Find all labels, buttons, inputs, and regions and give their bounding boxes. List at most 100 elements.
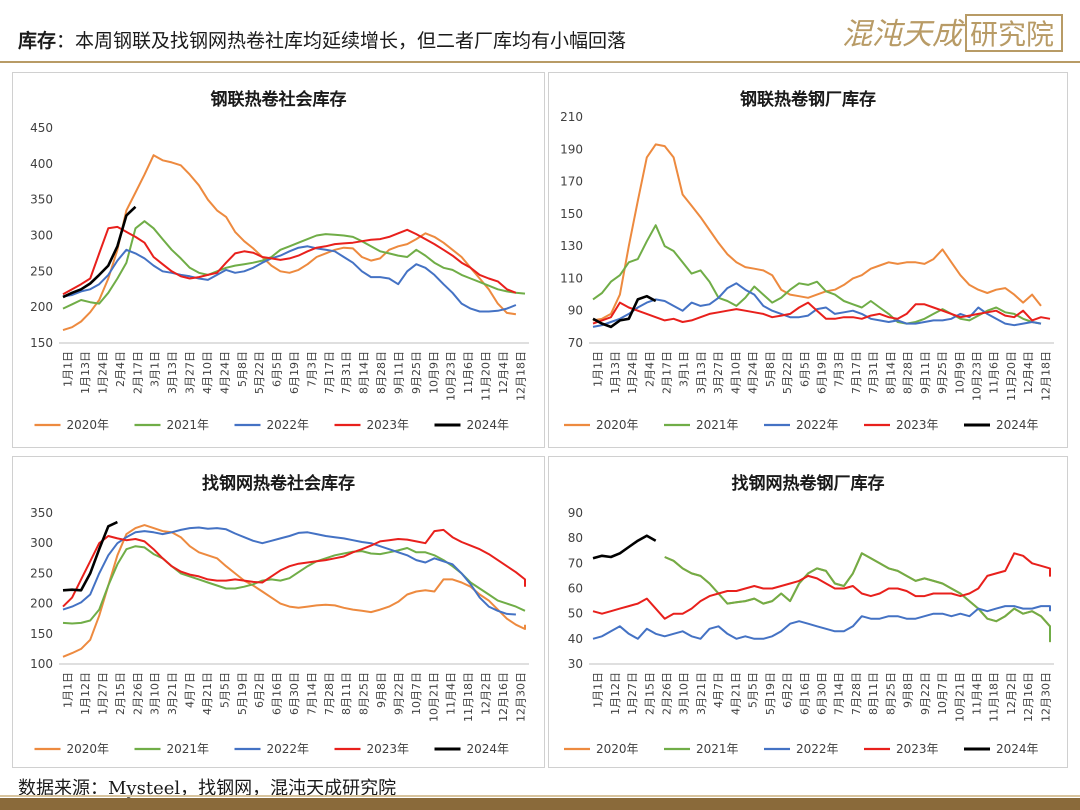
data-source-note: 数据来源：Mysteel，找钢网，混沌天成研究院 (18, 778, 397, 799)
x-tick-label: 1月24日 (97, 351, 110, 394)
y-tick-label: 30 (568, 657, 583, 671)
x-tick-label: 11月6日 (462, 351, 475, 394)
x-tick-label: 8月28日 (375, 351, 388, 394)
legend-label: 2020年 (596, 418, 639, 432)
x-tick-label: 10月21日 (427, 672, 440, 722)
legend-label: 2020年 (67, 418, 110, 432)
x-tick-label: 6月16日 (798, 672, 811, 715)
legend-label: 2024年 (996, 742, 1039, 756)
x-tick-label: 12月2日 (1005, 672, 1018, 715)
chart-title: 钢联热卷社会库存 (211, 89, 347, 110)
y-tick-label: 50 (568, 607, 583, 621)
chart-title: 找钢网热卷钢厂库存 (732, 473, 885, 494)
x-tick-label: 11月18日 (988, 672, 1001, 722)
chart-4: 找钢网热卷钢厂库存 30 40 50 60 70 80 90 1月1日 1月12日 1月27日 2月1… (564, 473, 1054, 756)
x-tick-label: 9月8日 (902, 672, 915, 708)
y-tick-label: 250 (30, 264, 53, 278)
x-tick-label: 6月5日 (798, 351, 811, 387)
y-tick-label: 200 (30, 300, 53, 314)
x-tick-label: 7月17日 (323, 351, 336, 394)
x-tick-label: 10月9日 (427, 351, 440, 394)
x-tick-label: 3月10日 (678, 672, 691, 715)
x-tick-label: 9月11日 (392, 351, 405, 394)
x-tick-label: 5月19日 (236, 672, 249, 715)
x-tick-label: 1月13日 (609, 351, 622, 394)
x-tick-label: 11月18日 (462, 672, 475, 722)
x-tick-label: 8月14日 (884, 351, 897, 394)
y-tick-label: 80 (568, 531, 583, 545)
x-tick-label: 10月9日 (953, 351, 966, 394)
series-line-2024年 (62, 205, 137, 299)
x-tick-label: 5月22日 (253, 351, 266, 394)
x-tick-label: 1月12日 (609, 672, 622, 715)
series-line-2022年 (592, 605, 1051, 640)
x-tick-label: 1月1日 (592, 351, 605, 387)
y-tick-label: 200 (30, 597, 53, 611)
x-tick-label: 5月22日 (781, 351, 794, 394)
legend-label: 2021年 (167, 742, 210, 756)
legend-label: 2023年 (367, 418, 410, 432)
legend-label: 2020年 (596, 742, 639, 756)
x-tick-label: 9月8日 (375, 672, 388, 708)
y-tick-label: 100 (30, 657, 53, 671)
x-tick-label: 12月16日 (1022, 672, 1035, 722)
y-tick-label: 300 (30, 536, 53, 550)
x-tick-label: 3月21日 (695, 672, 708, 715)
x-tick-label: 4月24日 (218, 351, 231, 394)
legend-label: 2021年 (167, 418, 210, 432)
x-tick-label: 2月26日 (131, 672, 144, 715)
x-tick-label: 1月27日 (97, 672, 110, 715)
x-tick-label: 9月25日 (936, 351, 949, 394)
x-tick-label: 6月19日 (288, 351, 301, 394)
x-tick-label: 1月27日 (626, 672, 639, 715)
x-tick-label: 4月7日 (712, 672, 725, 708)
chart-title: 找钢网热卷社会库存 (202, 473, 355, 494)
series-line-2023年 (62, 528, 526, 608)
title-text: ：本周钢联及找钢网热卷社库均延续增长，但二者厂库均有小幅回落 (56, 30, 627, 52)
y-tick-label: 350 (30, 506, 53, 520)
x-tick-label: 5月5日 (747, 672, 760, 708)
x-tick-label: 2月17日 (131, 351, 144, 394)
x-tick-label: 4月10日 (729, 351, 742, 394)
chart-panel-4: 找钢网热卷钢厂库存 30 40 50 60 70 80 90 1月1日 1月12日 1月27日 2月1… (548, 456, 1068, 768)
x-tick-label: 7月3日 (305, 351, 318, 387)
y-tick-label: 150 (560, 207, 583, 221)
series-line-2020年 (62, 154, 517, 332)
x-tick-label: 1月1日 (62, 672, 75, 708)
x-tick-label: 7月31日 (867, 351, 880, 394)
x-tick-label: 7月14日 (833, 672, 846, 715)
x-tick-label: 8月14日 (358, 351, 371, 394)
x-tick-label: 2月17日 (661, 351, 674, 394)
x-tick-label: 3月1日 (678, 351, 691, 387)
series-line-2021年 (664, 552, 1051, 643)
chart-title: 钢联热卷钢厂库存 (740, 89, 876, 110)
x-tick-label: 4月7日 (184, 672, 197, 708)
x-tick-label: 6月30日 (816, 672, 829, 715)
y-tick-label: 60 (568, 582, 583, 596)
y-tick-label: 400 (30, 157, 53, 171)
x-tick-label: 3月27日 (712, 351, 725, 394)
x-tick-label: 11月20日 (1005, 351, 1018, 401)
x-tick-label: 1月12日 (79, 672, 92, 715)
legend-label: 2022年 (796, 418, 839, 432)
y-tick-label: 150 (30, 336, 53, 350)
y-tick-label: 170 (560, 175, 583, 189)
legend-label: 2024年 (467, 742, 510, 756)
x-tick-label: 12月18日 (1039, 351, 1052, 401)
title-lead: 库存 (18, 30, 57, 52)
x-tick-label: 7月28日 (323, 672, 336, 715)
series-line-2021年 (62, 545, 526, 625)
x-tick-label: 9月11日 (919, 351, 932, 394)
x-tick-label: 7月17日 (850, 351, 863, 394)
x-tick-label: 9月22日 (919, 672, 932, 715)
x-tick-label: 4月24日 (747, 351, 760, 394)
x-tick-label: 10月7日 (936, 672, 949, 715)
chart-2: 钢联热卷钢厂库存 70 90 110 130 150 170 190 210 1月1日 1月13日 1… (560, 89, 1054, 432)
legend-label: 2022年 (796, 742, 839, 756)
footer-bar (0, 798, 1080, 810)
series-line-2020年 (62, 524, 526, 658)
y-tick-label: 90 (568, 304, 583, 318)
x-tick-label: 2月4日 (643, 351, 656, 387)
y-tick-label: 190 (560, 142, 583, 156)
x-tick-label: 11月20日 (479, 351, 492, 401)
